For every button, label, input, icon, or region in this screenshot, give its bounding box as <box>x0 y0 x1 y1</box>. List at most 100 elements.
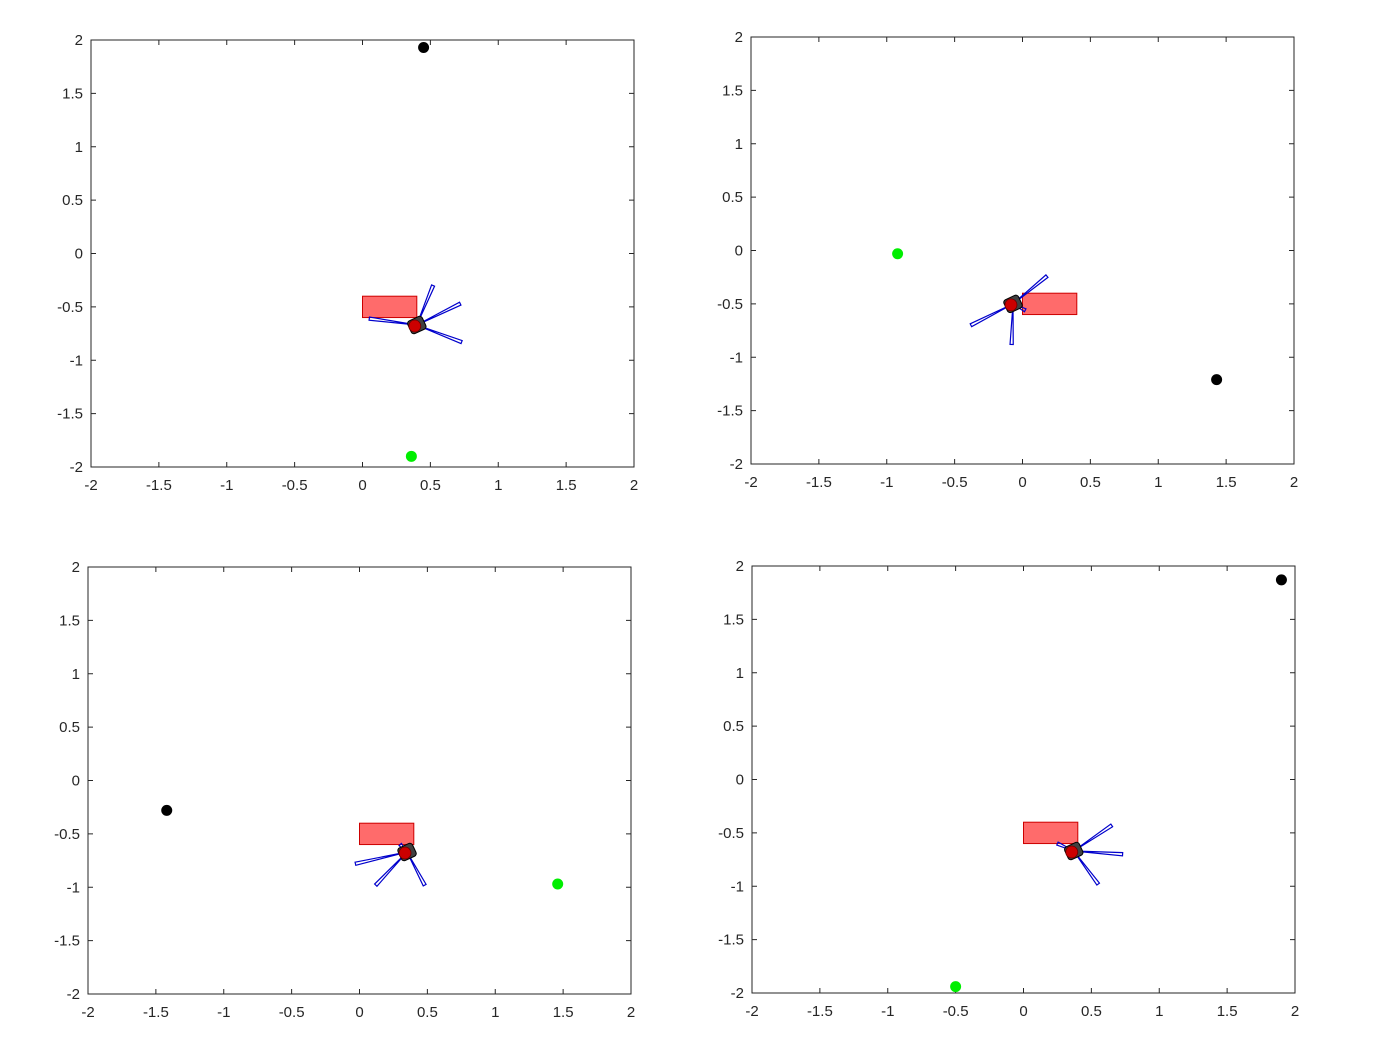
x-tick-label: -2 <box>84 477 97 494</box>
x-tick-label: 1.5 <box>553 1004 574 1021</box>
sensor-ray <box>373 851 408 888</box>
x-tick-label: -0.5 <box>282 477 308 494</box>
axes-frame <box>87 566 632 995</box>
x-tick-label: 2 <box>627 1004 635 1021</box>
black-point <box>161 804 173 816</box>
y-tick-label: -1.5 <box>717 403 743 420</box>
y-tick-label: -1 <box>730 349 743 366</box>
y-tick-label: 1 <box>72 666 80 683</box>
sensor-ray <box>368 316 417 326</box>
sensor-ray <box>1073 850 1101 886</box>
x-tick-label: -2 <box>81 1004 94 1021</box>
y-tick-label: 2 <box>735 29 743 46</box>
x-tick-label: -0.5 <box>279 1004 305 1021</box>
obstacle-rect <box>1022 292 1078 316</box>
y-tick-label: -0.5 <box>54 826 80 843</box>
x-tick-label: -1.5 <box>807 1003 833 1020</box>
x-tick-label: -0.5 <box>943 1003 969 1020</box>
green-point <box>405 450 417 462</box>
x-tick-label: 0.5 <box>417 1004 438 1021</box>
y-tick-label: -1 <box>731 878 744 895</box>
y-tick-label: -1.5 <box>57 406 83 423</box>
sensor-ray <box>416 284 436 326</box>
x-tick-label: 1 <box>1154 474 1162 491</box>
y-tick-label: 1.5 <box>59 612 80 629</box>
sensor-ray <box>416 301 462 326</box>
robot-body <box>1065 845 1079 859</box>
y-tick-label: 0 <box>75 246 83 263</box>
x-tick-label: 0 <box>1019 1003 1027 1020</box>
x-tick-label: 0.5 <box>1081 1003 1102 1020</box>
y-tick-label: 1.5 <box>722 82 743 99</box>
y-tick-label: 1.5 <box>62 85 83 102</box>
y-tick-label: -1 <box>70 352 83 369</box>
green-point <box>552 878 564 890</box>
x-tick-label: 1.5 <box>556 477 577 494</box>
y-tick-label: -1.5 <box>718 932 744 949</box>
x-tick-label: -2 <box>745 1003 758 1020</box>
y-tick-label: 0.5 <box>59 719 80 736</box>
axes-frame <box>90 39 635 468</box>
y-tick-label: 0.5 <box>62 192 83 209</box>
x-tick-label: -1.5 <box>146 477 172 494</box>
sensor-ray <box>1009 303 1014 346</box>
sensor-ray <box>416 324 463 345</box>
y-tick-label: -2 <box>67 986 80 1003</box>
obstacle-rect <box>1023 821 1079 845</box>
y-tick-label: -0.5 <box>717 296 743 313</box>
x-tick-label: -1 <box>220 477 233 494</box>
y-tick-label: 1 <box>736 665 744 682</box>
y-tick-label: -1.5 <box>54 933 80 950</box>
x-tick-label: 0 <box>355 1004 363 1021</box>
y-tick-label: 2 <box>736 558 744 575</box>
black-point <box>1211 374 1223 386</box>
x-tick-label: 1.5 <box>1217 1003 1238 1020</box>
x-tick-label: -1 <box>881 1003 894 1020</box>
x-tick-label: 0 <box>1018 474 1026 491</box>
x-tick-label: 2 <box>1290 474 1298 491</box>
sensor-ray <box>1073 850 1124 857</box>
sensor-ray <box>354 851 408 867</box>
y-tick-label: 0 <box>736 772 744 789</box>
subplot-bottom-right: -2 -1.5 -1 -0.5 0 0.5 1 1.5 2 2 1.5 1 0.5 0 -0.5 -1 -1.5… <box>718 558 1299 1020</box>
y-tick-label: 0.5 <box>723 718 744 735</box>
x-tick-label: 1.5 <box>1216 474 1237 491</box>
y-tick-label: -2 <box>731 985 744 1002</box>
y-tick-label: -1 <box>67 879 80 896</box>
robot-body <box>398 846 412 860</box>
axes-frame <box>750 36 1295 465</box>
sensor-ray <box>1073 823 1114 852</box>
y-tick-label: 1.5 <box>723 611 744 628</box>
sensor-ray <box>406 851 427 887</box>
x-tick-label: -0.5 <box>942 474 968 491</box>
x-tick-label: 1 <box>491 1004 499 1021</box>
y-tick-label: -0.5 <box>718 825 744 842</box>
green-point <box>892 248 904 260</box>
robot-body <box>1004 298 1018 312</box>
subplot-top-left: -2 -1.5 -1 -0.5 0 0.5 1 1.5 2 2 1.5 1 0.5 0 -0.5 -1 -1.5… <box>57 32 638 494</box>
x-tick-label: -1.5 <box>806 474 832 491</box>
robot-body <box>408 319 422 333</box>
black-point <box>418 41 430 53</box>
y-tick-label: -0.5 <box>57 299 83 316</box>
x-tick-label: 2 <box>1291 1003 1299 1020</box>
obstacle-rect <box>359 822 415 846</box>
y-tick-label: 2 <box>75 32 83 49</box>
obstacle-rect <box>362 295 418 319</box>
subplot-top-right: -2 -1.5 -1 -0.5 0 0.5 1 1.5 2 2 1.5 1 0.5 0 -0.5 -1 -1.5… <box>717 29 1298 491</box>
x-tick-label: 2 <box>630 477 638 494</box>
x-tick-label: -1 <box>217 1004 230 1021</box>
y-tick-label: -2 <box>70 459 83 476</box>
y-tick-label: 0.5 <box>722 189 743 206</box>
subplot-bottom-left: -2 -1.5 -1 -0.5 0 0.5 1 1.5 2 2 1.5 1 0.5 0 -0.5 -1 -1.5… <box>54 559 635 1021</box>
x-tick-label: -1.5 <box>143 1004 169 1021</box>
x-tick-label: 0.5 <box>420 477 441 494</box>
y-tick-label: 0 <box>735 243 743 260</box>
y-tick-label: 2 <box>72 559 80 576</box>
x-tick-label: 0.5 <box>1080 474 1101 491</box>
green-point <box>950 981 962 993</box>
x-tick-label: 1 <box>1155 1003 1163 1020</box>
x-tick-label: -1 <box>880 474 893 491</box>
sensor-ray <box>969 303 1014 328</box>
